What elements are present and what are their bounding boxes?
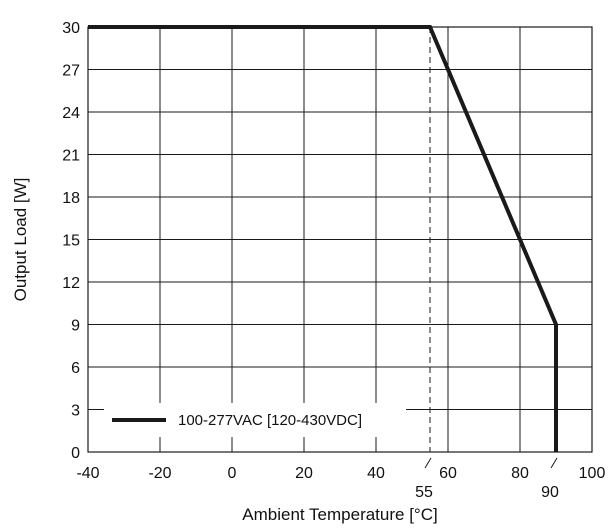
x-tick-label: -40 (76, 465, 99, 482)
y-tick-label: 3 (71, 403, 80, 420)
x-tick-label: 100 (579, 465, 606, 482)
x-tick-labels: -40 -20 0 20 40 60 80 100 (76, 465, 605, 482)
series-line (88, 25, 558, 452)
y-tick-labels: 0 3 6 9 12 15 18 21 24 27 30 (62, 20, 80, 462)
marker-pointer (550, 457, 558, 469)
y-tick-label: 6 (71, 360, 80, 377)
y-tick-label: 18 (62, 190, 80, 207)
marker-label: 90 (541, 484, 559, 501)
x-tick-label: 60 (439, 465, 457, 482)
marker-pointer (424, 457, 432, 469)
y-tick-label: 21 (62, 148, 80, 165)
y-tick-label: 0 (71, 445, 80, 462)
x-tick-label: 80 (511, 465, 529, 482)
series-group (88, 25, 558, 452)
legend: 100-277VAC [120-430VDC] (104, 403, 406, 437)
marker-tick-labels: 55 90 (415, 457, 559, 501)
x-tick-label: 20 (295, 465, 313, 482)
y-tick-label: 30 (62, 20, 80, 37)
y-tick-label: 24 (62, 105, 80, 122)
x-tick-label: 0 (228, 465, 237, 482)
y-tick-label: 15 (62, 233, 80, 250)
legend-label: 100-277VAC [120-430VDC] (178, 412, 362, 429)
y-tick-label: 27 (62, 63, 80, 80)
x-tick-label: 40 (367, 465, 385, 482)
y-axis-label: Output Load [W] (11, 178, 30, 302)
y-tick-label: 12 (62, 275, 80, 292)
y-tick-label: 9 (71, 318, 80, 335)
marker-label: 55 (415, 484, 433, 501)
x-axis-label: Ambient Temperature [°C] (242, 505, 437, 524)
x-tick-label: -20 (148, 465, 171, 482)
